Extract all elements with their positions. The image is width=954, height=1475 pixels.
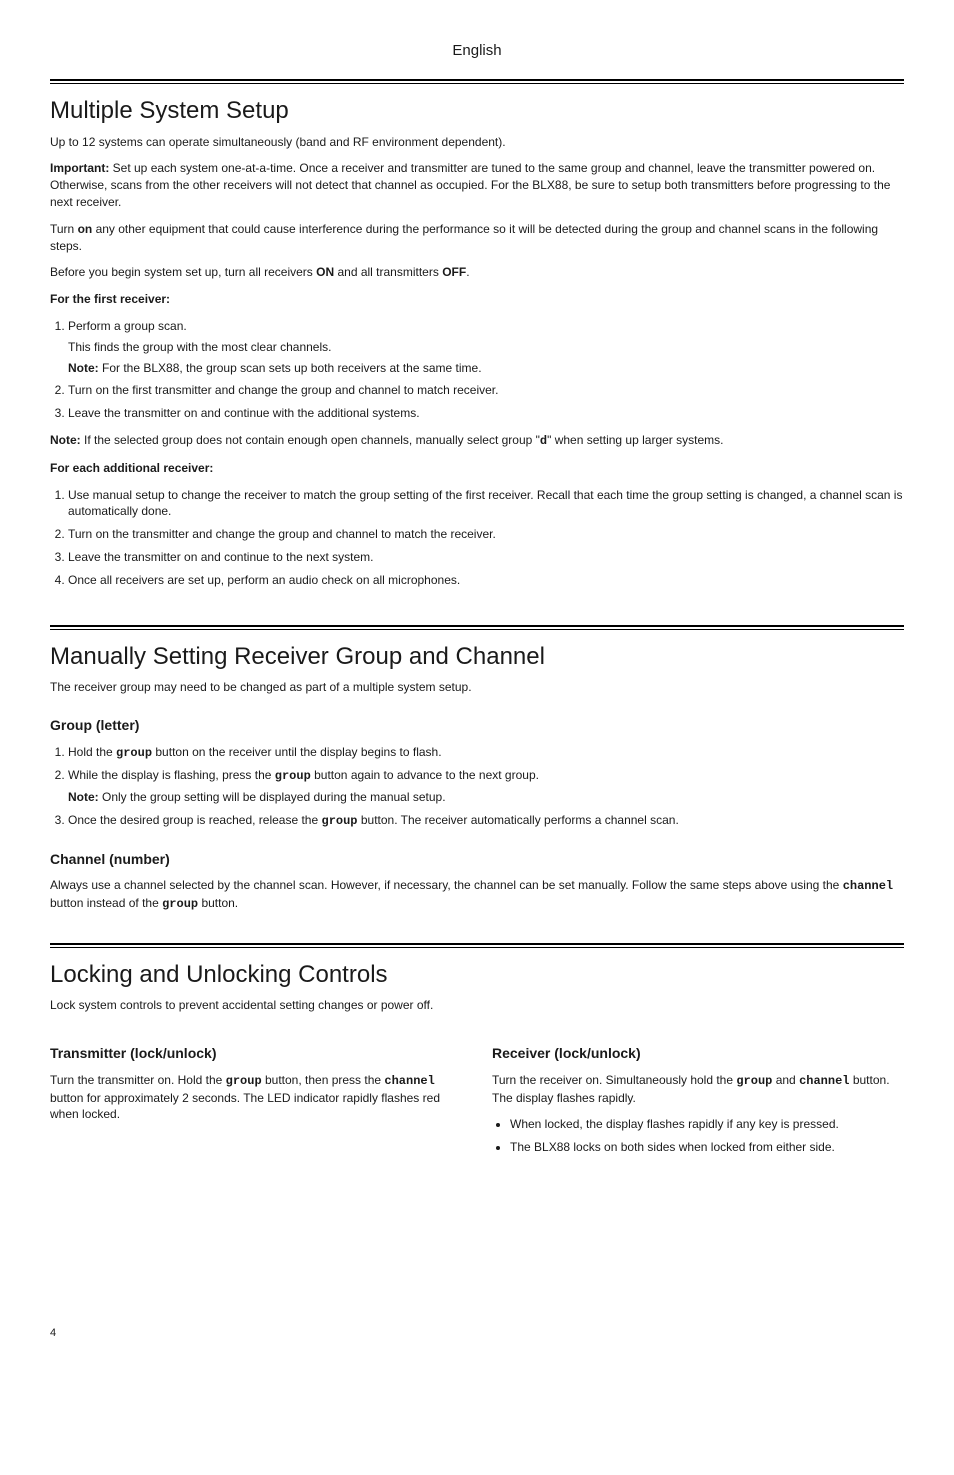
text-fragment: If the selected group does not contain e… — [81, 433, 540, 447]
text-fragment: Perform a group scan. — [68, 319, 187, 333]
list-subtext: Note: Only the group setting will be dis… — [68, 789, 904, 806]
subheading: For each additional receiver: — [50, 460, 904, 477]
subsection-title: Receiver (lock/unlock) — [492, 1044, 904, 1064]
section-rule-thick — [50, 625, 904, 627]
text-fragment: Always use a channel selected by the cha… — [50, 878, 843, 892]
text-fragment: Before you begin system set up, turn all… — [50, 265, 316, 279]
two-column-layout: Transmitter (lock/unlock) Turn the trans… — [50, 1024, 904, 1166]
mono-text: group — [322, 814, 358, 828]
text-fragment: button. The receiver automatically perfo… — [358, 813, 679, 827]
body-text: Turn on any other equipment that could c… — [50, 221, 904, 255]
text-fragment: button instead of the — [50, 896, 162, 910]
text-fragment: any other equipment that could cause int… — [50, 222, 878, 253]
list-item: When locked, the display flashes rapidly… — [510, 1116, 904, 1133]
section-rule-thin — [50, 83, 904, 84]
bold-label: Note: — [68, 361, 99, 375]
mono-text: channel — [843, 879, 893, 893]
text-fragment: For the BLX88, the group scan sets up bo… — [99, 361, 482, 375]
text-fragment: button again to advance to the next grou… — [311, 768, 539, 782]
section-title: Multiple System Setup — [50, 94, 904, 128]
mono-text: group — [162, 897, 198, 911]
body-text: Turn the receiver on. Simultaneously hol… — [492, 1072, 904, 1107]
bold-label: Note: — [68, 790, 99, 804]
bold-word: on — [78, 222, 93, 236]
section-rule-thick — [50, 79, 904, 81]
language-header: English — [50, 40, 904, 61]
body-text: Up to 12 systems can operate simultaneou… — [50, 134, 904, 151]
section-title: Locking and Unlocking Controls — [50, 958, 904, 992]
mono-text: group — [275, 769, 311, 783]
body-text: Lock system controls to prevent accident… — [50, 997, 904, 1014]
list-item: Use manual setup to change the receiver … — [68, 487, 904, 521]
bold-label: Note: — [50, 433, 81, 447]
subsection-title: Channel (number) — [50, 850, 904, 870]
text-fragment: and — [772, 1073, 799, 1087]
text-fragment: and all transmitters — [334, 265, 442, 279]
list-item: Turn on the transmitter and change the g… — [68, 526, 904, 543]
page-number: 4 — [50, 1326, 56, 1341]
mono-text: channel — [799, 1074, 849, 1088]
list-item: Leave the transmitter on and continue wi… — [68, 405, 904, 422]
column-left: Transmitter (lock/unlock) Turn the trans… — [50, 1024, 462, 1166]
list-item: Perform a group scan. This finds the gro… — [68, 318, 904, 376]
ordered-list: Perform a group scan. This finds the gro… — [50, 318, 904, 422]
column-right: Receiver (lock/unlock) Turn the receiver… — [492, 1024, 904, 1166]
mono-text: group — [736, 1074, 772, 1088]
bold-word: ON — [316, 265, 334, 279]
label-important: Important: — [50, 161, 109, 175]
text-fragment: button. — [198, 896, 238, 910]
section-rule-thick — [50, 943, 904, 945]
bold-label: For each additional receiver: — [50, 461, 213, 475]
body-text: The receiver group may need to be change… — [50, 679, 904, 696]
body-text: Always use a channel selected by the cha… — [50, 877, 904, 913]
mono-text: group — [116, 746, 152, 760]
body-text: Important: Set up each system one-at-a-t… — [50, 160, 904, 210]
mono-text: group — [226, 1074, 262, 1088]
section-title: Manually Setting Receiver Group and Chan… — [50, 640, 904, 674]
body-text: Turn the transmitter on. Hold the group … — [50, 1072, 462, 1123]
ordered-list: Use manual setup to change the receiver … — [50, 487, 904, 589]
text-fragment: button, then press the — [262, 1073, 385, 1087]
text-fragment: Once the desired group is reached, relea… — [68, 813, 322, 827]
list-item: While the display is flashing, press the… — [68, 767, 904, 806]
list-item: Leave the transmitter on and continue to… — [68, 549, 904, 566]
text-fragment: Hold the — [68, 745, 116, 759]
text-fragment: Turn the receiver on. Simultaneously hol… — [492, 1073, 736, 1087]
text-fragment: button for approximately 2 seconds. The … — [50, 1091, 440, 1122]
list-item: Turn on the first transmitter and change… — [68, 382, 904, 399]
text-fragment: Turn the transmitter on. Hold the — [50, 1073, 226, 1087]
text-fragment: Only the group setting will be displayed… — [99, 790, 446, 804]
mono-text: channel — [384, 1074, 434, 1088]
list-item: The BLX88 locks on both sides when locke… — [510, 1139, 904, 1156]
subsection-title: Transmitter (lock/unlock) — [50, 1044, 462, 1064]
list-item: Once all receivers are set up, perform a… — [68, 572, 904, 589]
ordered-list: Hold the group button on the receiver un… — [50, 744, 904, 830]
text-fragment: While the display is flashing, press the — [68, 768, 275, 782]
body-text: Set up each system one-at-a-time. Once a… — [50, 161, 890, 209]
subheading: For the first receiver: — [50, 291, 904, 308]
bullet-list: When locked, the display flashes rapidly… — [492, 1116, 904, 1156]
list-item: Hold the group button on the receiver un… — [68, 744, 904, 762]
text-fragment: . — [466, 265, 469, 279]
body-text: Before you begin system set up, turn all… — [50, 264, 904, 281]
bold-word: OFF — [442, 265, 466, 279]
list-subtext: Note: For the BLX88, the group scan sets… — [68, 360, 904, 377]
text-fragment: Turn — [50, 222, 78, 236]
list-item: Once the desired group is reached, relea… — [68, 812, 904, 830]
text-fragment: button on the receiver until the display… — [152, 745, 442, 759]
subsection-title: Group (letter) — [50, 716, 904, 736]
section-rule-thin — [50, 629, 904, 630]
section-rule-thin — [50, 947, 904, 948]
body-text: Note: If the selected group does not con… — [50, 432, 904, 450]
list-subtext: This finds the group with the most clear… — [68, 339, 904, 356]
bold-label: For the first receiver: — [50, 292, 170, 306]
text-fragment: " when setting up larger systems. — [547, 433, 723, 447]
